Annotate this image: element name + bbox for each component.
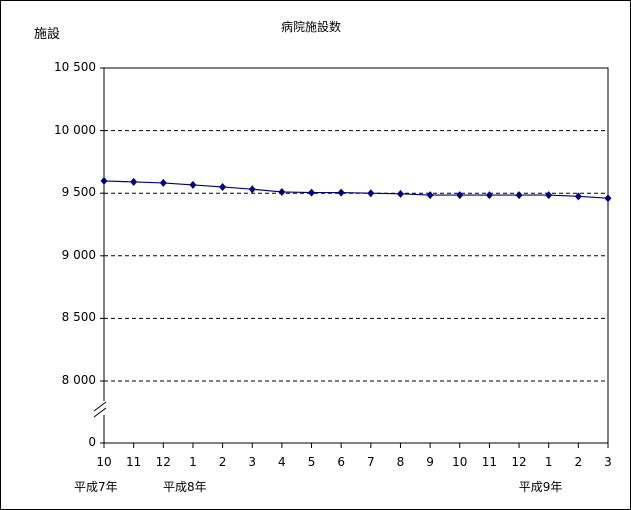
axis-break-gap bbox=[92, 401, 116, 415]
data-point bbox=[456, 191, 464, 200]
x-tick-label: 11 bbox=[126, 455, 142, 469]
data-point bbox=[426, 191, 434, 200]
data-point bbox=[219, 182, 227, 191]
x-tick-label: 11 bbox=[481, 455, 498, 469]
x-tick-label: 12 bbox=[511, 455, 527, 469]
year-label: 平成9年 bbox=[518, 480, 563, 494]
data-point bbox=[515, 191, 523, 200]
year-label: 平成7年 bbox=[74, 480, 118, 494]
x-tick-label: 2 bbox=[218, 455, 227, 469]
data-point bbox=[248, 185, 256, 194]
data-point bbox=[189, 180, 197, 189]
x-tick-label: 2 bbox=[574, 455, 583, 469]
data-point bbox=[604, 194, 612, 203]
x-tick-label: 4 bbox=[278, 455, 286, 469]
x-tick-label: 10 bbox=[452, 455, 468, 469]
data-point bbox=[396, 189, 404, 198]
data-point bbox=[574, 192, 582, 201]
data-point bbox=[485, 191, 493, 200]
x-tick-label: 5 bbox=[307, 455, 316, 469]
x-tick-label: 12 bbox=[155, 455, 171, 469]
x-tick-label: 9 bbox=[426, 455, 434, 469]
x-tick-label: 3 bbox=[604, 455, 612, 469]
data-point bbox=[159, 178, 167, 187]
x-tick-label: 10 bbox=[96, 455, 112, 469]
year-label: 平成8年 bbox=[162, 480, 207, 494]
y-tick-label: 10 500 bbox=[54, 60, 96, 74]
y-tick-label: 8 500 bbox=[61, 310, 96, 325]
x-tick-label: 8 bbox=[396, 455, 405, 469]
x-tick-label: 7 bbox=[366, 455, 375, 469]
series-line bbox=[103, 180, 609, 199]
x-tick-label: 1 bbox=[189, 455, 197, 469]
x-tick-label: 3 bbox=[248, 455, 257, 469]
y-tick-label: 0 bbox=[88, 435, 96, 449]
axis-break-mark bbox=[93, 407, 107, 418]
data-point bbox=[100, 176, 108, 185]
data-point bbox=[278, 187, 286, 196]
data-point bbox=[367, 189, 375, 198]
data-point bbox=[130, 177, 138, 186]
y-tick-label: 8 000 bbox=[61, 373, 96, 387]
y-tick-label: 10 000 bbox=[54, 122, 96, 137]
data-point bbox=[308, 188, 316, 197]
y-tick-label: 9 500 bbox=[61, 185, 96, 200]
x-tick-label: 1 bbox=[544, 455, 553, 469]
chart-title: 病院施設数 bbox=[281, 20, 342, 34]
data-point bbox=[545, 191, 553, 200]
y-tick-label: 9 000 bbox=[61, 247, 96, 262]
x-tick-label: 6 bbox=[337, 455, 345, 469]
data-point bbox=[337, 188, 345, 197]
y-axis-label: 施設 bbox=[34, 27, 61, 42]
axis-break-mark bbox=[93, 401, 107, 412]
